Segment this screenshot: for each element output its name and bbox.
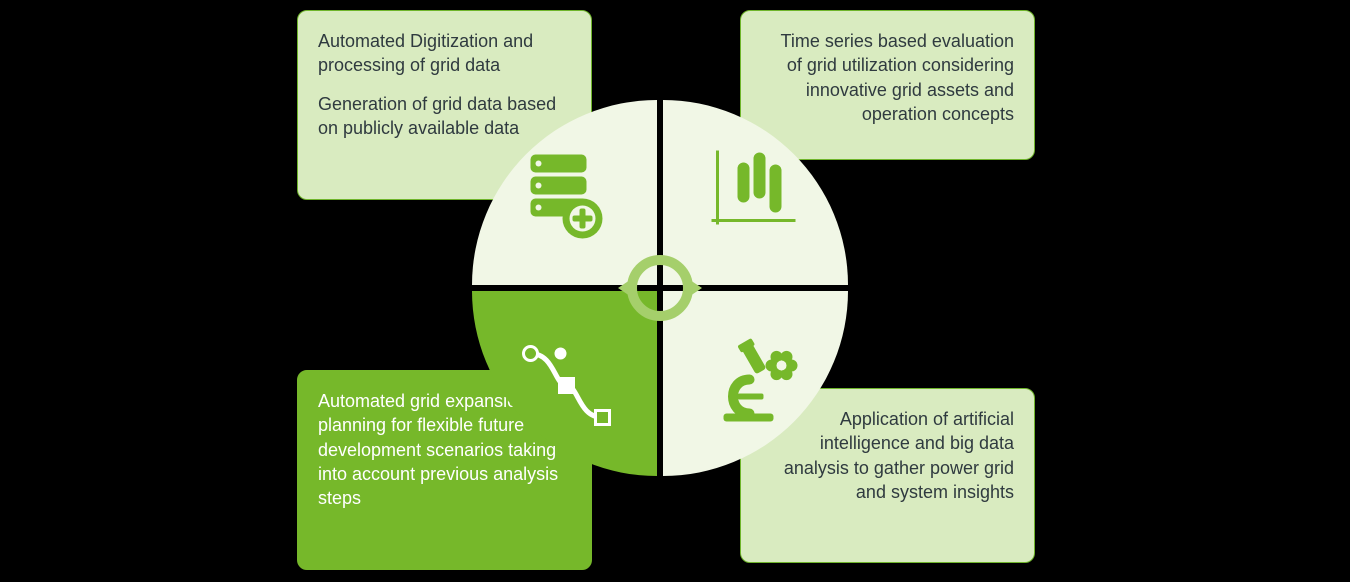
quadrant-br bbox=[663, 291, 848, 476]
infographic-stage: Automated Digitization and processing of… bbox=[0, 0, 1350, 582]
quadrant-circle bbox=[465, 93, 855, 483]
card-top-left-p1: Automated Digitization and processing of… bbox=[318, 29, 571, 78]
